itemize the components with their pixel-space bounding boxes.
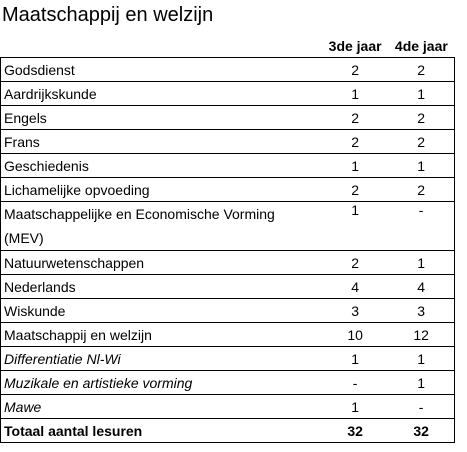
hours: 2 — [322, 177, 389, 202]
subject: Aardrijkskunde — [0, 81, 322, 106]
hours: 10 — [322, 322, 389, 347]
subject: Maatschappelijke en Economische Vorming … — [0, 201, 322, 251]
hours: 32 — [322, 418, 389, 443]
subject: Lichamelijke opvoeding — [0, 177, 322, 202]
hours: - — [388, 394, 456, 419]
subject: Muzikale en artistieke vorming — [0, 370, 322, 395]
subject: Godsdienst — [0, 57, 322, 82]
row: Godsdienst 2 2 — [0, 57, 456, 82]
row: Aardrijkskunde 1 1 — [0, 81, 456, 106]
row: Muzikale en artistieke vorming -1 — [0, 370, 456, 395]
subject: Frans — [0, 129, 322, 154]
hours: 2 — [388, 129, 456, 154]
hours: 1 — [388, 153, 456, 178]
row: Nederlands 4 4 — [0, 274, 456, 299]
hours: 2 — [322, 105, 389, 130]
subject: Wiskunde — [0, 298, 322, 323]
subject: Engels — [0, 105, 322, 130]
hours: 2 — [322, 57, 389, 82]
row: Maatschappelijke en Economische Vorming … — [0, 201, 456, 251]
row: Mawe 1- — [0, 394, 456, 419]
row: Totaal aantal lesuren 32 32 — [0, 418, 456, 443]
column-header: 4de jaar — [388, 34, 455, 58]
hours: 1 — [322, 201, 389, 251]
subject: Nederlands — [0, 274, 322, 299]
hours: 12 — [388, 322, 456, 347]
row: Differentiatie Nl-Wi 1 1 — [0, 346, 456, 371]
hours: 1 — [388, 370, 456, 395]
subject: Mawe — [0, 394, 322, 419]
hours: 2 — [322, 250, 389, 275]
header-cell — [0, 34, 322, 58]
hours: 1 — [322, 346, 389, 371]
hours: 1 — [388, 250, 456, 275]
hours: 1 — [322, 153, 389, 178]
hours: 4 — [388, 274, 456, 299]
row: Maatschappij en welzijn 10 12 — [0, 322, 456, 347]
hours: - — [322, 370, 389, 395]
subject: Natuurwetenschappen — [0, 250, 322, 275]
hours: 3 — [322, 298, 389, 323]
subject: Differentiatie Nl-Wi — [0, 346, 322, 371]
table-body: 3de jaar 4de jaar Godsdienst 2 2 Aardrijkskun… — [0, 34, 456, 443]
subject: Maatschappij en welzijn — [0, 322, 322, 347]
timetable: 3de jaar 4de jaar Godsdienst 2 2 Aardrijkskun… — [0, 34, 456, 443]
hours: 2 — [388, 57, 456, 82]
row: Engels 2 2 — [0, 105, 456, 130]
row: Lichamelijke opvoeding 2 2 — [0, 177, 456, 202]
hours: 1 — [322, 394, 389, 419]
column-header: 3de jaar — [322, 34, 389, 58]
hours: 2 — [388, 105, 456, 130]
hours: 32 — [388, 418, 456, 443]
row: Geschiedenis 1 1 — [0, 153, 456, 178]
hours: 3 — [388, 298, 456, 323]
hours: - — [388, 201, 456, 251]
subject: Totaal aantal lesuren — [0, 418, 322, 443]
header-row: 3de jaar 4de jaar — [0, 34, 455, 58]
subject: Geschiedenis — [0, 153, 322, 178]
row: Frans 2 2 — [0, 129, 456, 154]
row: Natuurwetenschappen 2 1 — [0, 250, 456, 275]
row: Wiskunde 3 3 — [0, 298, 456, 323]
hours: 2 — [388, 177, 456, 202]
hours: 1 — [388, 81, 456, 106]
title: Maatschappij en welzijn — [2, 4, 214, 26]
hours: 1 — [322, 81, 389, 106]
hours: 4 — [322, 274, 389, 299]
hours: 1 — [388, 346, 456, 371]
hours: 2 — [322, 129, 389, 154]
